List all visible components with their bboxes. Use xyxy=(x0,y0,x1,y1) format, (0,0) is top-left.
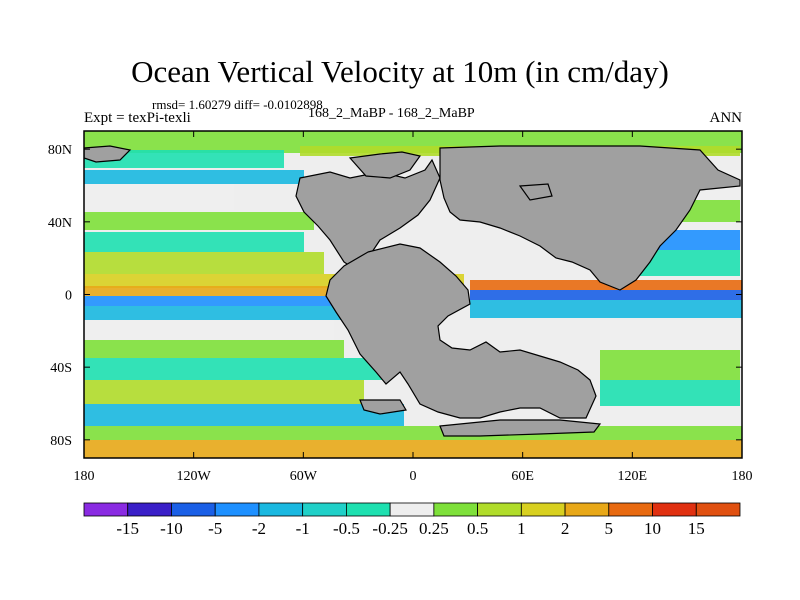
landmass xyxy=(348,151,422,179)
colorbar-swatch xyxy=(171,502,216,517)
field-band xyxy=(84,404,404,426)
colorbar-label: 15 xyxy=(688,519,705,538)
lat-tick-label: 80S xyxy=(50,434,72,449)
field-band xyxy=(84,184,234,210)
field-band xyxy=(84,340,344,358)
colorbar-label: 1 xyxy=(517,519,526,538)
landmass xyxy=(325,243,597,419)
center-label: 168_2_MaBP - 168_2_MaBP xyxy=(308,106,475,121)
colorbar-swatch xyxy=(127,502,172,517)
colorbar-swatch xyxy=(302,502,347,517)
field-band xyxy=(84,296,464,306)
field-band xyxy=(84,150,284,168)
plot-title: Ocean Vertical Velocity at 10m (in cm/da… xyxy=(131,54,669,89)
field-band xyxy=(600,320,740,350)
field-band xyxy=(84,306,344,320)
colorbar-label: 0.5 xyxy=(467,519,488,538)
season-label: ANN xyxy=(709,110,743,126)
colorbar-swatch xyxy=(214,502,260,517)
lon-tick-label: 120W xyxy=(177,469,212,484)
lat-tick-label: 40N xyxy=(48,216,72,231)
field-band xyxy=(600,380,740,406)
colorbar-swatch xyxy=(695,502,741,517)
colorbar: -15 -10 -5 -2 -1 -0.5 -0.25 0.25 0.5 1 2 5 10 15 xyxy=(83,502,741,538)
colorbar-label: 5 xyxy=(605,519,614,538)
landmass xyxy=(518,183,553,201)
field-band xyxy=(84,170,304,184)
colorbar-swatch xyxy=(389,502,435,517)
colorbar-label: -0.25 xyxy=(372,519,407,538)
lon-tick-label: 180 xyxy=(732,469,753,484)
colorbar-swatch xyxy=(564,502,610,517)
landmass xyxy=(359,399,407,415)
field-band xyxy=(470,290,742,300)
field-band xyxy=(600,350,740,380)
colorbar-label: 2 xyxy=(561,519,570,538)
colorbar-swatch xyxy=(652,502,697,517)
colorbar-swatch xyxy=(608,502,653,517)
field-band xyxy=(84,320,334,340)
lat-tick-label: 80N xyxy=(48,143,72,158)
field-band xyxy=(84,286,464,296)
lat-tick-label: 40S xyxy=(50,361,72,376)
lon-tick-label: 180 xyxy=(74,469,95,484)
field-band xyxy=(84,252,324,274)
landmass xyxy=(439,419,602,437)
lat-tick-label: 0 xyxy=(65,289,72,304)
field-band xyxy=(470,300,742,318)
map-area xyxy=(84,131,742,458)
landmass xyxy=(84,145,132,163)
colorbar-swatch xyxy=(83,502,129,517)
field-band xyxy=(84,232,304,252)
stats-label: rmsd= 1.60279 diff= -0.0102898 xyxy=(152,97,323,112)
landmass xyxy=(439,145,741,291)
colorbar-label: -15 xyxy=(116,519,139,538)
lon-tick-label: 120E xyxy=(618,469,648,484)
field-band xyxy=(84,380,364,404)
colorbar-label: 10 xyxy=(644,519,661,538)
field-band xyxy=(84,426,742,440)
latitude-axis: 80N 40N 0 40S 80S xyxy=(48,143,742,449)
lon-tick-label: 0 xyxy=(410,469,417,484)
field-band xyxy=(84,212,314,230)
field-band xyxy=(84,358,384,380)
colorbar-swatch xyxy=(477,502,522,517)
colorbar-label: -5 xyxy=(208,519,222,538)
colorbar-label: -10 xyxy=(160,519,183,538)
colorbar-swatch xyxy=(433,502,479,517)
colorbar-swatch xyxy=(258,502,304,517)
colorbar-swatch xyxy=(345,502,391,517)
colorbar-label: -1 xyxy=(296,519,310,538)
lon-tick-label: 60W xyxy=(290,469,318,484)
lon-tick-label: 60E xyxy=(511,469,534,484)
colorbar-label: 0.25 xyxy=(419,519,449,538)
field-band xyxy=(610,406,740,426)
colorbar-label: -2 xyxy=(252,519,266,538)
colorbar-swatch xyxy=(520,502,566,517)
field-band xyxy=(84,440,742,458)
experiment-label: Expt = texPi-texli xyxy=(84,110,191,126)
longitude-axis: 180 120W 60W 0 60E 120E 180 xyxy=(74,131,753,484)
colorbar-label: -0.5 xyxy=(333,519,360,538)
